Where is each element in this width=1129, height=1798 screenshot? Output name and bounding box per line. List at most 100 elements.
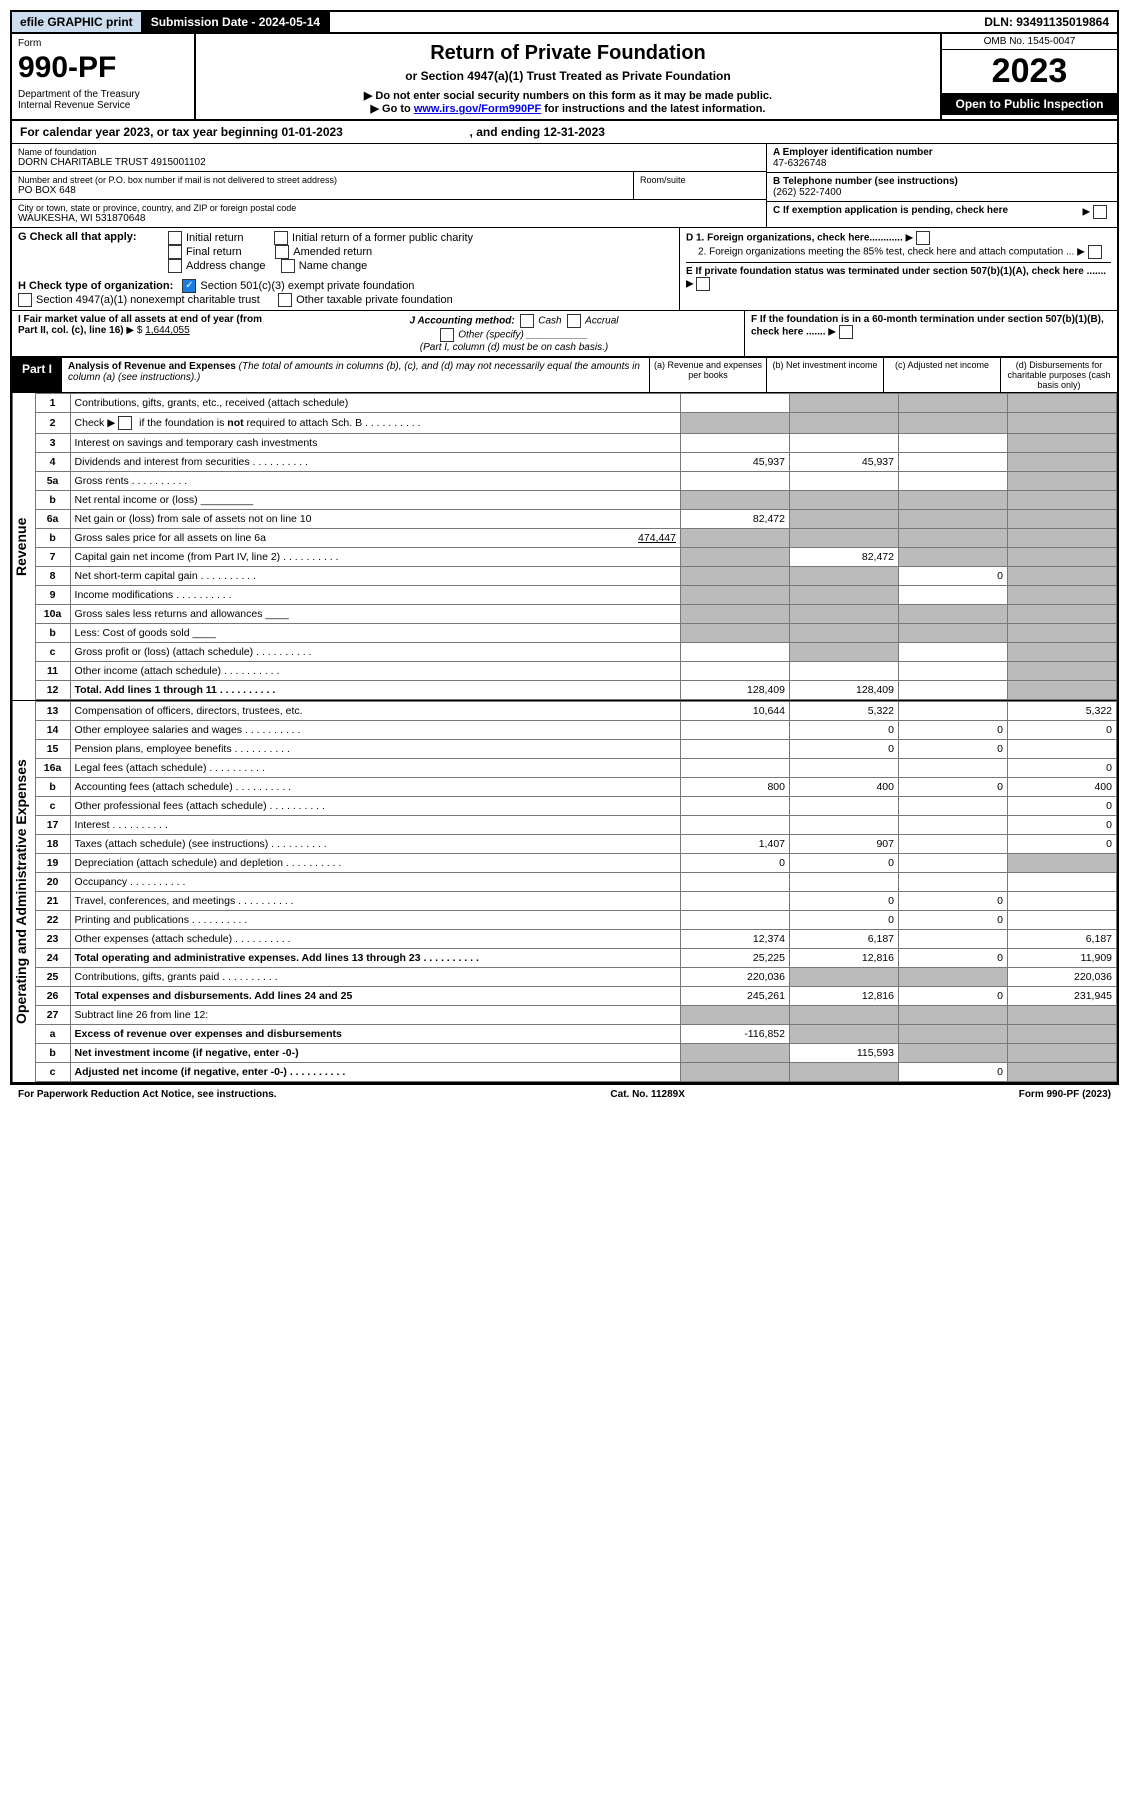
section-ijf: I Fair market value of all assets at end… — [12, 311, 1117, 358]
d1-checkbox[interactable] — [916, 231, 930, 245]
table-row: cGross profit or (loss) (attach schedule… — [35, 643, 1116, 662]
table-row: aExcess of revenue over expenses and dis… — [35, 1025, 1116, 1044]
table-row: 12Total. Add lines 1 through 11128,40912… — [35, 681, 1116, 700]
dln: DLN: 93491135019864 — [976, 12, 1117, 32]
g-address-change[interactable] — [168, 259, 182, 273]
expenses-table: 13Compensation of officers, directors, t… — [35, 701, 1117, 1082]
table-row: 23Other expenses (attach schedule)12,374… — [35, 930, 1116, 949]
f-checkbox[interactable] — [839, 325, 853, 339]
col-d-header: (d) Disbursements for charitable purpose… — [1000, 358, 1117, 392]
table-row: 3Interest on savings and temporary cash … — [35, 434, 1116, 453]
table-row: bNet rental income or (loss) _________ — [35, 491, 1116, 510]
h-4947[interactable] — [18, 293, 32, 307]
col-c-header: (c) Adjusted net income — [883, 358, 1000, 392]
table-row: bGross sales price for all assets on lin… — [35, 529, 1116, 548]
section-g-d: G Check all that apply: Initial return I… — [12, 228, 1117, 311]
omb: OMB No. 1545-0047 — [942, 34, 1117, 50]
table-row: 16aLegal fees (attach schedule)0 — [35, 759, 1116, 778]
table-row: 18Taxes (attach schedule) (see instructi… — [35, 835, 1116, 854]
footer: For Paperwork Reduction Act Notice, see … — [10, 1085, 1119, 1104]
irs: Internal Revenue Service — [18, 100, 188, 111]
expenses-label: Operating and Administrative Expenses — [12, 701, 35, 1082]
form-number: 990-PF — [18, 51, 188, 85]
revenue-label: Revenue — [12, 393, 35, 700]
header-right: OMB No. 1545-0047 2023 Open to Public In… — [940, 34, 1117, 119]
exemption-cell: C If exemption application is pending, c… — [767, 202, 1117, 219]
open-inspection: Open to Public Inspection — [942, 93, 1117, 115]
table-row: 13Compensation of officers, directors, t… — [35, 702, 1116, 721]
ein-cell: A Employer identification number 47-6326… — [767, 144, 1117, 173]
table-row: 7Capital gain net income (from Part IV, … — [35, 548, 1116, 567]
header-left: Form 990-PF Department of the Treasury I… — [12, 34, 196, 119]
header-mid: Return of Private Foundation or Section … — [196, 34, 940, 119]
address-cell: Number and street (or P.O. box number if… — [12, 172, 633, 200]
header: Form 990-PF Department of the Treasury I… — [12, 34, 1117, 121]
table-row: 26Total expenses and disbursements. Add … — [35, 987, 1116, 1006]
part1-tag: Part I — [12, 358, 62, 392]
phone: (262) 522-7400 — [773, 187, 1111, 198]
g-final-return[interactable] — [168, 245, 182, 259]
table-row: 15Pension plans, employee benefits00 — [35, 740, 1116, 759]
fmv-value: 1,644,055 — [145, 325, 190, 336]
revenue-section: Revenue 1Contributions, gifts, grants, e… — [12, 393, 1117, 701]
e-checkbox[interactable] — [696, 277, 710, 291]
table-row: 8Net short-term capital gain0 — [35, 567, 1116, 586]
foundation-name: DORN CHARITABLE TRUST 4915001102 — [18, 157, 760, 168]
table-row: 22Printing and publications00 — [35, 911, 1116, 930]
ein: 47-6326748 — [773, 158, 1111, 169]
note-2: ▶ Go to www.irs.gov/Form990PF for instru… — [202, 102, 934, 115]
table-row: 4Dividends and interest from securities4… — [35, 453, 1116, 472]
table-row: 1Contributions, gifts, grants, etc., rec… — [35, 394, 1116, 413]
table-row: 24Total operating and administrative exp… — [35, 949, 1116, 968]
g-initial-return[interactable] — [168, 231, 182, 245]
footer-right: Form 990-PF (2023) — [1019, 1089, 1111, 1100]
table-row: 20Occupancy — [35, 873, 1116, 892]
table-row: cOther professional fees (attach schedul… — [35, 797, 1116, 816]
expenses-section: Operating and Administrative Expenses 13… — [12, 701, 1117, 1083]
revenue-table: 1Contributions, gifts, grants, etc., rec… — [35, 393, 1117, 700]
col-a-header: (a) Revenue and expenses per books — [649, 358, 766, 392]
form-label: Form — [18, 38, 188, 49]
table-row: 19Depreciation (attach schedule) and dep… — [35, 854, 1116, 873]
col-b-header: (b) Net investment income — [766, 358, 883, 392]
g-initial-public[interactable] — [274, 231, 288, 245]
table-row: bNet investment income (if negative, ent… — [35, 1044, 1116, 1063]
room-cell: Room/suite — [633, 172, 766, 200]
table-row: 11Other income (attach schedule) — [35, 662, 1116, 681]
h-501c3[interactable]: ✓ — [182, 279, 196, 293]
footer-left: For Paperwork Reduction Act Notice, see … — [18, 1089, 277, 1100]
g-label: G Check all that apply: — [18, 231, 158, 273]
calendar-year: For calendar year 2023, or tax year begi… — [12, 121, 1117, 144]
schb-checkbox[interactable] — [118, 416, 132, 430]
form-subtitle: or Section 4947(a)(1) Trust Treated as P… — [202, 69, 934, 83]
table-row: 25Contributions, gifts, grants paid220,0… — [35, 968, 1116, 987]
table-row: 6aNet gain or (loss) from sale of assets… — [35, 510, 1116, 529]
table-row: 5aGross rents — [35, 472, 1116, 491]
d2-checkbox[interactable] — [1088, 245, 1102, 259]
phone-cell: B Telephone number (see instructions) (2… — [767, 173, 1117, 202]
city-cell: City or town, state or province, country… — [12, 200, 766, 227]
tax-year: 2023 — [942, 50, 1117, 93]
table-row: 27Subtract line 26 from line 12: — [35, 1006, 1116, 1025]
city: WAUKESHA, WI 531870648 — [18, 213, 760, 224]
part1-header: Part I Analysis of Revenue and Expenses … — [12, 358, 1117, 393]
exemption-checkbox[interactable] — [1093, 205, 1107, 219]
foundation-name-cell: Name of foundation DORN CHARITABLE TRUST… — [12, 144, 766, 172]
table-row: 9Income modifications — [35, 586, 1116, 605]
efile-button[interactable]: efile GRAPHIC print — [12, 12, 143, 32]
form-container: efile GRAPHIC print Submission Date - 20… — [10, 10, 1119, 1085]
j-cash[interactable] — [520, 314, 534, 328]
form-title: Return of Private Foundation — [202, 42, 934, 65]
address: PO BOX 648 — [18, 185, 627, 196]
j-accrual[interactable] — [567, 314, 581, 328]
h-other-taxable[interactable] — [278, 293, 292, 307]
table-row: 10aGross sales less returns and allowanc… — [35, 605, 1116, 624]
g-amended[interactable] — [275, 245, 289, 259]
table-row: 2Check ▶ if the foundation is not requir… — [35, 413, 1116, 434]
g-name-change[interactable] — [281, 259, 295, 273]
j-other[interactable] — [440, 328, 454, 342]
table-row: 14Other employee salaries and wages000 — [35, 721, 1116, 740]
table-row: 21Travel, conferences, and meetings00 — [35, 892, 1116, 911]
footer-mid: Cat. No. 11289X — [610, 1089, 684, 1100]
form990pf-link[interactable]: www.irs.gov/Form990PF — [414, 103, 541, 115]
